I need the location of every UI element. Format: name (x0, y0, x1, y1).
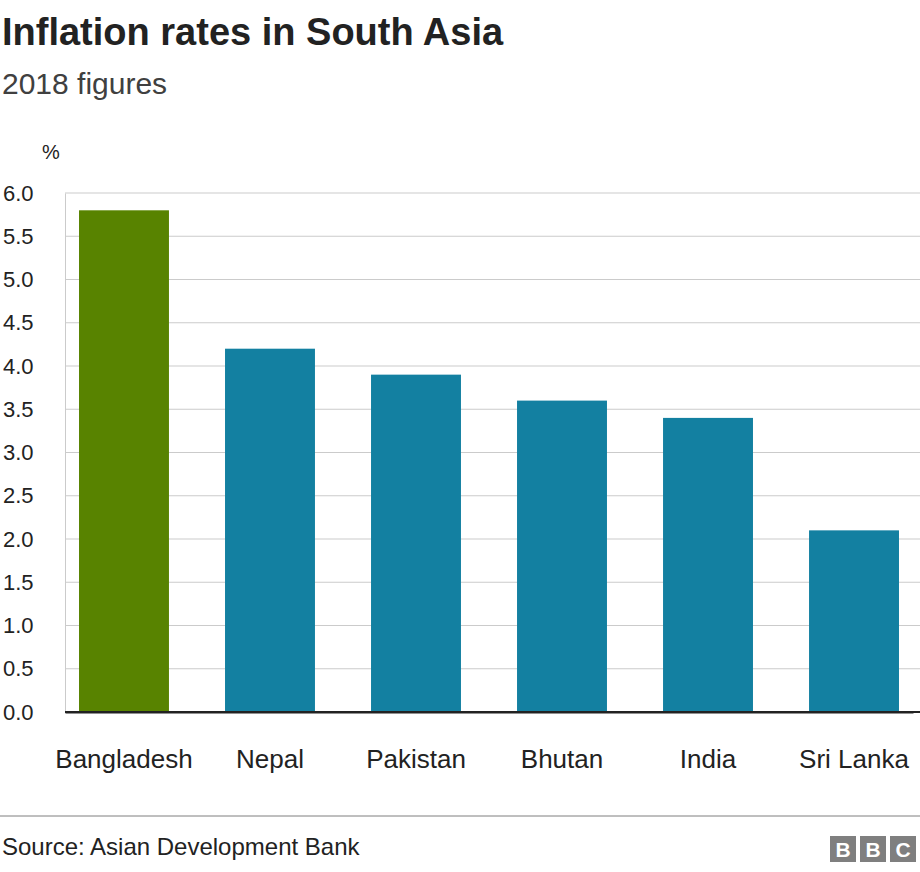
y-tick-label: 2.0 (3, 527, 34, 552)
grid-line (65, 366, 920, 367)
grid (65, 193, 920, 712)
y-tick-label: 1.0 (3, 613, 34, 638)
bar (79, 210, 169, 712)
grid-line (65, 279, 920, 280)
y-axis: 0.0 0.5 1.0 1.5 2.0 2.5 3.0 3.5 4.0 4.5 5.0 5.5 6.0 (3, 181, 66, 725)
grid-line (65, 193, 920, 194)
bar (517, 401, 607, 712)
footer-rule (0, 816, 920, 817)
title: Inflation rates in South Asia (2, 11, 504, 53)
x-tick: Bhutan (521, 712, 603, 774)
bar (809, 530, 899, 712)
grid-line (65, 582, 920, 583)
x-axis: Bangladesh Nepal Pakistan Bhutan India Sri La… (55, 712, 913, 774)
x-tick: Bangladesh (55, 712, 192, 774)
y-axis-line (65, 194, 66, 713)
logo-letter: B (835, 838, 850, 861)
logo-box (830, 836, 856, 862)
x-tick-label: Sri Lanka (799, 744, 909, 774)
y-tick-label: 4.0 (3, 354, 34, 379)
y-tick-label: 3.5 (3, 397, 34, 422)
y-axis-label: % (42, 141, 60, 163)
baseline (65, 711, 920, 713)
y-tick: 2.5 (3, 483, 65, 508)
x-tick-label: India (680, 744, 737, 774)
grid-line (65, 322, 920, 323)
x-tick: Nepal (236, 712, 304, 774)
grid-line (65, 236, 920, 237)
y-tick: 4.0 (3, 354, 65, 379)
x-tick-label: Bangladesh (55, 744, 192, 774)
x-tick: Pakistan (366, 712, 466, 774)
y-tick-label: 5.0 (3, 267, 34, 292)
y-tick: 5.5 (3, 224, 65, 249)
x-tick-label: Pakistan (366, 744, 466, 774)
y-tick-label: 6.0 (3, 181, 34, 206)
logo-box (860, 836, 886, 862)
y-tick: 1.5 (3, 570, 65, 595)
y-tick: 0.0 (3, 700, 65, 725)
y-tick-label: 0.5 (3, 656, 34, 681)
y-tick-label: 3.0 (3, 440, 34, 465)
y-tick-label: 0.0 (3, 700, 34, 725)
x-tick-label: Nepal (236, 744, 304, 774)
bar (225, 349, 315, 712)
y-tick: 3.5 (3, 397, 65, 422)
chart: Inflation rates in South Asia 2018 figure… (0, 0, 920, 872)
x-tick-label: Bhutan (521, 744, 603, 774)
grid-line (65, 452, 920, 453)
logo-box (890, 836, 916, 862)
y-tick-label: 4.5 (3, 310, 34, 335)
bars (79, 210, 899, 712)
bar (371, 375, 461, 712)
logo-letter: C (895, 838, 910, 861)
bar (663, 418, 753, 712)
grid-line (65, 625, 920, 626)
y-tick-label: 2.5 (3, 483, 34, 508)
x-tick: India (680, 712, 737, 774)
y-tick: 0.5 (3, 656, 65, 681)
y-tick: 5.0 (3, 267, 65, 292)
logo-letter: B (865, 838, 880, 861)
x-tick: Sri Lanka (799, 712, 909, 774)
grid-line (65, 712, 920, 713)
grid-line (65, 409, 920, 410)
y-tick: 1.0 (3, 613, 65, 638)
subtitle: 2018 figures (2, 67, 167, 100)
y-tick: 2.0 (3, 527, 65, 552)
y-tick: 6.0 (3, 181, 65, 206)
y-tick: 3.0 (3, 440, 65, 465)
source: Source: Asian Development Bank (2, 833, 361, 860)
y-tick: 4.5 (3, 310, 65, 335)
logo: BBC (830, 836, 916, 862)
grid-line (65, 668, 920, 669)
y-tick-label: 5.5 (3, 224, 34, 249)
grid-line (65, 539, 920, 540)
grid-line (65, 495, 920, 496)
y-tick-label: 1.5 (3, 570, 34, 595)
